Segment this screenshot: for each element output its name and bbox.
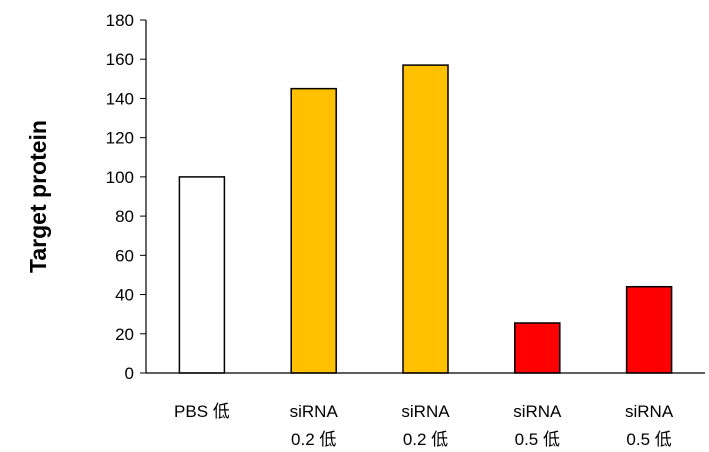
category-label-line: 0.5 低 [515,430,560,449]
axes-group [145,20,705,374]
y-tick-label: 180 [106,11,134,30]
y-tick-label: 80 [115,207,134,226]
bar [514,322,561,374]
bar [402,64,449,374]
category-label: siRNA 0.2 低 [401,402,450,449]
bar [290,87,337,374]
category-label-line: siRNA [513,402,562,421]
y-tick-label: 20 [115,325,134,344]
y-tick-label: 40 [115,286,134,305]
y-axis-title: Target protein [25,120,51,273]
category-label-line: PBS 低 [174,402,230,421]
category-label-line: 0.5 低 [626,430,671,449]
y-axis-title-group: Target protein [25,120,51,273]
bar [178,176,226,374]
category-label: siRNA 0.5 低 [513,402,562,449]
category-label: siRNA 0.5 低 [625,402,674,449]
category-label: PBS 低 [174,402,230,421]
category-label-line: siRNA [625,402,674,421]
category-label: siRNA 0.2 低 [290,402,339,449]
category-label-line: 0.2 低 [403,430,448,449]
y-tick-label: 100 [106,168,134,187]
category-label-line: siRNA [290,402,339,421]
y-axis-ticks: 0 20 40 60 80 100 120 140 160 180 [106,11,146,383]
y-tick-label: 120 [106,129,134,148]
bars-group [178,64,673,374]
y-tick-label: 160 [106,50,134,69]
y-tick-label: 60 [115,246,134,265]
category-label-line: siRNA [401,402,450,421]
category-label-line: 0.2 低 [291,430,336,449]
y-tick-label: 0 [125,364,134,383]
y-tick-label: 140 [106,89,134,108]
bar [625,285,673,374]
